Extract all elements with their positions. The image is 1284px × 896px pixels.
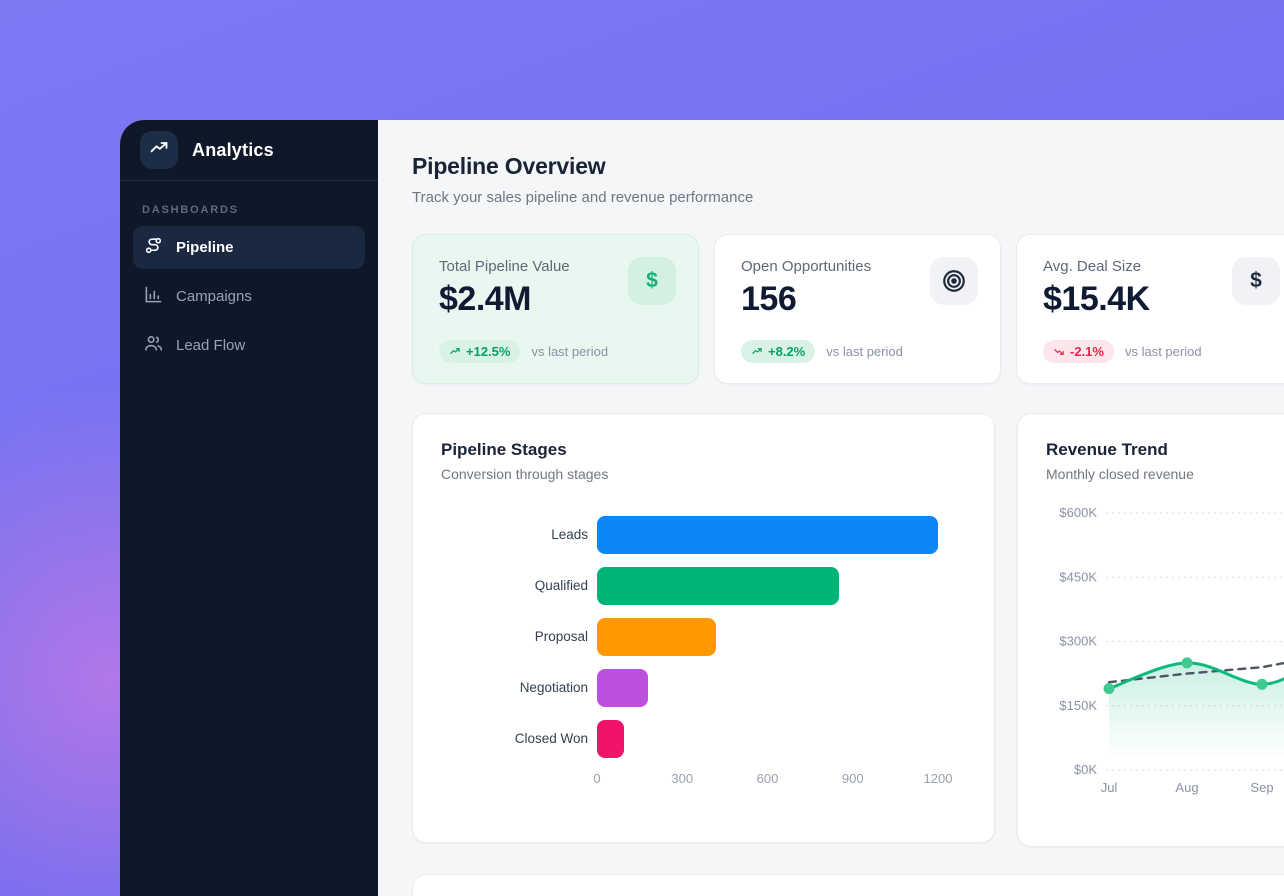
stat-card-avg-deal-size[interactable]: Avg. Deal Size $15.4K $ -2.1% vs last pe… bbox=[1016, 234, 1284, 384]
card-subtitle: Monthly closed revenue bbox=[1046, 466, 1194, 482]
trending-down-icon bbox=[1054, 349, 1064, 355]
compare-text: vs last period bbox=[826, 344, 903, 359]
bar-row: Negotiation bbox=[441, 669, 966, 707]
revenue-area bbox=[1109, 662, 1284, 770]
bar-track bbox=[597, 567, 938, 605]
sidebar-item-campaigns[interactable]: Campaigns bbox=[133, 275, 365, 318]
trending-up-icon bbox=[752, 348, 762, 354]
revenue-line bbox=[1107, 661, 1284, 691]
bar-track bbox=[597, 720, 938, 758]
card-title: Revenue Trend bbox=[1046, 440, 1168, 459]
bar-qualified[interactable] bbox=[597, 567, 839, 605]
revenue-point[interactable] bbox=[1256, 678, 1268, 690]
stats-row: Total Pipeline Value $2.4M $ +12.5% vs l… bbox=[412, 234, 1284, 384]
sidebar: Analytics DASHBOARDS Pipeline bbox=[120, 120, 378, 896]
revenue-point[interactable] bbox=[1103, 683, 1115, 695]
dollar-icon: $ bbox=[628, 257, 676, 305]
svg-text:Sep: Sep bbox=[1250, 780, 1273, 795]
bar-label: Leads bbox=[551, 526, 588, 542]
stat-label: Open Opportunities bbox=[741, 258, 872, 275]
stat-footer: +8.2% vs last period bbox=[741, 340, 903, 363]
y-axis-labels: $600K $450K $300K $150K $0K bbox=[1059, 505, 1097, 777]
revenue-point[interactable] bbox=[1181, 657, 1193, 669]
delta-badge: +8.2% bbox=[741, 340, 816, 363]
target-icon bbox=[930, 257, 978, 305]
stat-value: $2.4M bbox=[439, 280, 532, 318]
delta-badge: -2.1% bbox=[1043, 340, 1114, 363]
bar-row: Closed Won bbox=[441, 720, 966, 758]
svg-text:Jul: Jul bbox=[1101, 780, 1118, 795]
bar-negotiation[interactable] bbox=[597, 669, 649, 707]
bar-track bbox=[597, 669, 938, 707]
sidebar-section-label: DASHBOARDS bbox=[142, 204, 239, 216]
dollar-icon: $ bbox=[1232, 257, 1280, 305]
stat-footer: -2.1% vs last period bbox=[1043, 340, 1202, 363]
compare-text: vs last period bbox=[531, 344, 609, 359]
trending-up-icon bbox=[450, 348, 460, 354]
x-axis-labels: Jul Aug Sep bbox=[1101, 780, 1274, 795]
svg-text:Aug: Aug bbox=[1175, 780, 1198, 795]
bar-proposal[interactable] bbox=[597, 618, 717, 656]
revenue-trend-card: Revenue Trend Monthly closed revenue $60… bbox=[1017, 413, 1284, 847]
stat-label: Avg. Deal Size bbox=[1043, 258, 1142, 275]
svg-text:$150K: $150K bbox=[1059, 698, 1097, 713]
svg-text:$450K: $450K bbox=[1059, 569, 1097, 584]
x-tick-label: 1200 bbox=[923, 771, 953, 786]
pipeline-stages-card: Pipeline Stages Conversion through stage… bbox=[412, 413, 995, 843]
sidebar-nav: Pipeline Campaigns Lead Flow bbox=[120, 226, 378, 367]
stat-card-open-opportunities[interactable]: Open Opportunities 156 +8.2% vs last per… bbox=[714, 234, 1001, 384]
x-tick-label: 900 bbox=[841, 771, 864, 786]
trending-up-icon bbox=[149, 138, 169, 163]
revenue-line-chart: $600K $450K $300K $150K $0K Jul Aug Sep bbox=[1059, 505, 1284, 795]
bar-row: Leads bbox=[441, 516, 966, 554]
card-subtitle: Conversion through stages bbox=[441, 466, 609, 482]
x-tick-label: 600 bbox=[756, 771, 779, 786]
svg-text:$0K: $0K bbox=[1074, 762, 1097, 777]
analytics-logo bbox=[140, 131, 178, 169]
page-subtitle: Track your sales pipeline and revenue pe… bbox=[412, 189, 754, 206]
sidebar-item-pipeline[interactable]: Pipeline bbox=[133, 226, 365, 269]
bar-label: Proposal bbox=[534, 628, 588, 644]
stat-label: Total Pipeline Value bbox=[439, 258, 570, 275]
page-title: Pipeline Overview bbox=[412, 153, 606, 179]
trend-dashed-line bbox=[1107, 661, 1284, 684]
bar-label: Qualified bbox=[534, 577, 588, 593]
bar-row: Qualified bbox=[441, 567, 966, 605]
svg-text:$600K: $600K bbox=[1059, 505, 1097, 520]
app-window: Analytics DASHBOARDS Pipeline bbox=[120, 120, 1284, 896]
stat-value: 156 bbox=[741, 280, 797, 318]
sidebar-item-label: Pipeline bbox=[176, 239, 234, 256]
pipeline-bars-chart: Leads Qualified Proposal Negotiation Closed … bbox=[441, 516, 966, 758]
stat-value: $15.4K bbox=[1043, 280, 1150, 318]
bar-label: Closed Won bbox=[514, 730, 588, 746]
charts-row: Pipeline Stages Conversion through stage… bbox=[412, 413, 1284, 847]
users-icon bbox=[144, 334, 163, 357]
compare-text: vs last period bbox=[1124, 344, 1202, 359]
card-title: Pipeline Stages bbox=[441, 440, 567, 459]
stat-card-total-pipeline-value[interactable]: Total Pipeline Value $2.4M $ +12.5% vs l… bbox=[412, 234, 699, 384]
bar-chart-icon bbox=[144, 285, 163, 308]
sidebar-item-label: Campaigns bbox=[176, 288, 252, 305]
bar-closed-won[interactable] bbox=[597, 720, 624, 758]
sidebar-item-label: Lead Flow bbox=[176, 337, 246, 354]
stat-footer: +12.5% vs last period bbox=[439, 340, 608, 363]
main-content: Pipeline Overview Track your sales pipel… bbox=[378, 120, 1284, 896]
route-icon bbox=[144, 236, 163, 259]
bar-track bbox=[597, 618, 938, 656]
svg-text:$300K: $300K bbox=[1059, 634, 1097, 649]
delta-badge: +12.5% bbox=[439, 340, 521, 363]
x-axis: 0 300 600 900 1200 bbox=[593, 771, 952, 789]
bar-track bbox=[597, 516, 938, 554]
app-title: Analytics bbox=[192, 139, 274, 160]
bar-leads[interactable] bbox=[597, 516, 938, 554]
x-tick-label: 0 bbox=[593, 771, 601, 786]
data-points bbox=[1103, 657, 1268, 695]
sidebar-item-lead-flow[interactable]: Lead Flow bbox=[133, 324, 365, 367]
logo-row: Analytics bbox=[120, 120, 378, 181]
bar-label: Negotiation bbox=[519, 679, 588, 695]
bar-row: Proposal bbox=[441, 618, 966, 656]
bottom-card bbox=[412, 874, 1284, 896]
x-tick-label: 300 bbox=[671, 771, 694, 786]
